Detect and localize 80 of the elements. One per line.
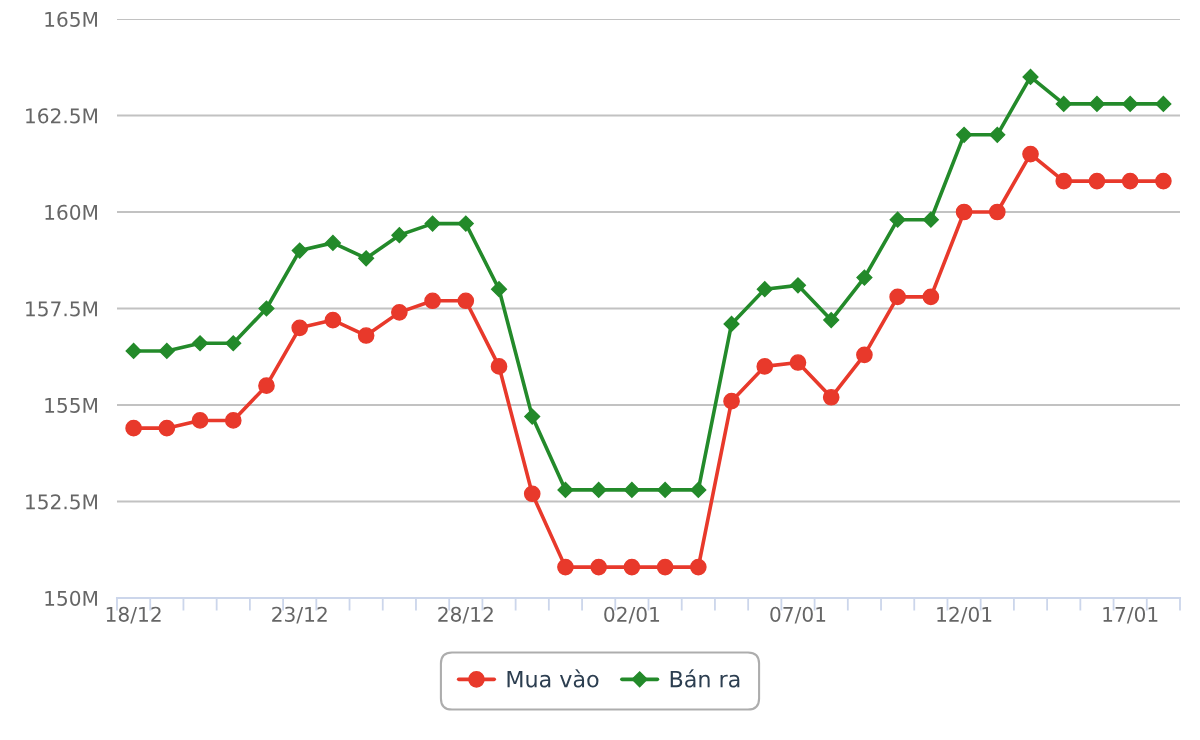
point bbox=[224, 412, 242, 429]
point bbox=[822, 388, 840, 406]
point bbox=[956, 126, 973, 143]
point bbox=[1155, 95, 1172, 112]
point bbox=[191, 335, 209, 352]
point bbox=[1022, 68, 1039, 85]
point bbox=[291, 242, 308, 259]
point bbox=[1121, 172, 1139, 190]
point bbox=[457, 292, 475, 310]
y-tick-label: 157.5M bbox=[26, 301, 97, 317]
point bbox=[823, 312, 840, 329]
point bbox=[1122, 95, 1139, 112]
point bbox=[1088, 172, 1106, 190]
point bbox=[690, 481, 707, 498]
point bbox=[623, 481, 640, 498]
point bbox=[756, 358, 774, 375]
point bbox=[657, 481, 674, 498]
x-tick-label: 18/12 bbox=[106, 606, 161, 624]
point bbox=[258, 300, 275, 317]
point bbox=[225, 335, 242, 352]
point bbox=[524, 408, 541, 425]
y-tick-label: 165M bbox=[45, 11, 97, 27]
point bbox=[1022, 145, 1039, 163]
x-tick-label: 12/01 bbox=[937, 606, 992, 624]
point bbox=[789, 277, 807, 294]
point bbox=[723, 315, 740, 333]
point bbox=[988, 203, 1006, 221]
point bbox=[1088, 95, 1106, 112]
y-tick-label: 152.5M bbox=[26, 494, 97, 510]
point bbox=[689, 558, 707, 576]
point bbox=[889, 211, 906, 228]
legend-label: Bán ra bbox=[670, 669, 740, 688]
point bbox=[789, 354, 807, 371]
y-tick-label: 162.5M bbox=[26, 108, 97, 124]
y-tick-label: 150M bbox=[45, 590, 97, 606]
x-tick-label: 23/12 bbox=[272, 606, 327, 624]
x-tick-label: 28/12 bbox=[438, 606, 493, 624]
point bbox=[391, 304, 408, 321]
point bbox=[590, 481, 607, 498]
point bbox=[291, 319, 309, 337]
point bbox=[1155, 172, 1172, 190]
point bbox=[557, 558, 574, 576]
point bbox=[856, 269, 873, 286]
point bbox=[357, 327, 375, 344]
point bbox=[424, 292, 441, 310]
point bbox=[191, 412, 209, 429]
point bbox=[756, 281, 773, 298]
point bbox=[590, 558, 608, 576]
point bbox=[490, 358, 508, 375]
point bbox=[922, 211, 939, 228]
point bbox=[125, 419, 142, 437]
point bbox=[258, 377, 275, 395]
x-tick-label: 17/01 bbox=[1103, 606, 1158, 624]
point bbox=[557, 481, 574, 498]
point bbox=[856, 346, 873, 364]
point bbox=[1055, 95, 1072, 112]
point bbox=[424, 215, 441, 232]
point bbox=[955, 203, 973, 221]
point bbox=[723, 392, 740, 410]
point bbox=[158, 342, 175, 360]
point bbox=[989, 126, 1006, 143]
x-tick-label: 02/01 bbox=[604, 606, 660, 624]
point bbox=[523, 485, 541, 503]
point bbox=[324, 311, 342, 329]
legend-label: Mua vào bbox=[507, 669, 599, 688]
point bbox=[324, 234, 341, 251]
point bbox=[623, 558, 641, 576]
point bbox=[358, 250, 375, 267]
point bbox=[490, 281, 508, 298]
point bbox=[391, 227, 408, 244]
point bbox=[656, 558, 674, 576]
y-tick-label: 155M bbox=[45, 397, 97, 413]
point bbox=[158, 419, 176, 437]
point bbox=[889, 288, 906, 306]
y-tick-label: 160M bbox=[45, 204, 97, 220]
point bbox=[457, 215, 474, 232]
point bbox=[125, 342, 142, 360]
x-tick-label: 07/01 bbox=[770, 606, 826, 624]
point bbox=[922, 288, 940, 306]
point bbox=[1055, 172, 1073, 190]
